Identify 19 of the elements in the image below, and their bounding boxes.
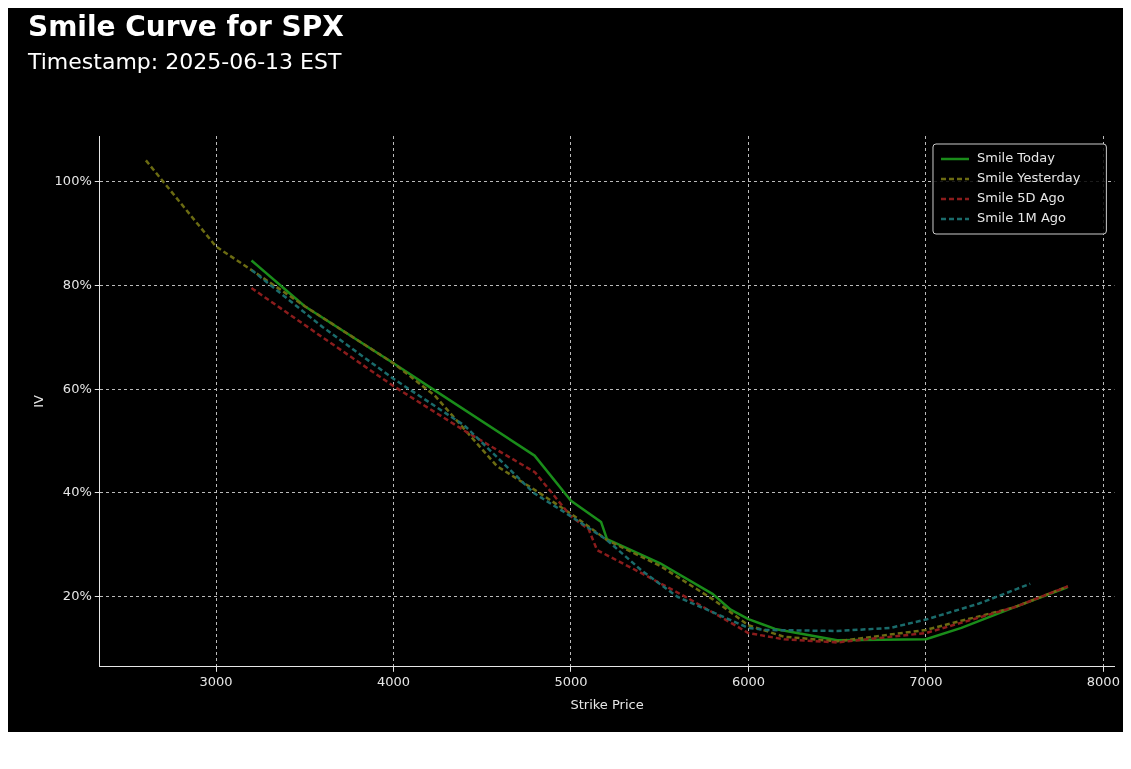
y-tick-label: 80% (62, 276, 92, 292)
x-tick-label: 6000 (731, 673, 765, 689)
y-axis-title: IV (31, 394, 47, 408)
y-tick-label: 40% (62, 484, 92, 500)
y-tick-label: 60% (62, 380, 92, 396)
chart-subtitle: Timestamp: 2025-06-13 EST (27, 48, 342, 74)
x-tick-label: 7000 (909, 673, 943, 689)
y-tick-label: 20% (62, 588, 92, 604)
x-tick-label: 4000 (376, 673, 411, 689)
y-tick-label: 100% (54, 173, 92, 189)
x-axis-title: Strike Price (570, 696, 644, 712)
chart-title: Smile Curve for SPX (28, 10, 345, 44)
x-tick-label: 5000 (554, 673, 588, 689)
x-tick-label: 8000 (1086, 673, 1120, 689)
x-tick-label: 3000 (199, 673, 233, 689)
legend-label: Smile 5D Ago (977, 190, 1065, 206)
legend-label: Smile 1M Ago (977, 210, 1067, 226)
legend-label: Smile Yesterday (977, 170, 1081, 186)
legend-label: Smile Today (977, 150, 1056, 166)
